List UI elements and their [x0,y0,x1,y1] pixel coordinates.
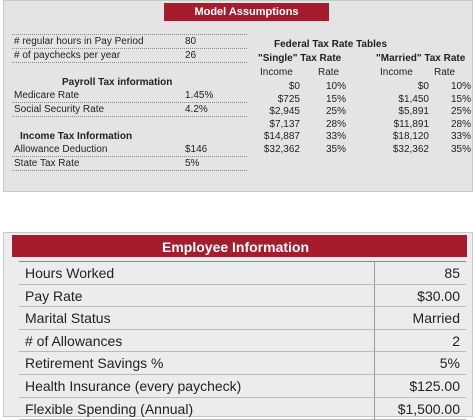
married-income-cell[interactable]: $5,891 [398,106,429,117]
single-rate-cell[interactable]: 33% [325,131,346,142]
payroll-header-row: Payroll Tax information [12,76,247,89]
married-income-cell[interactable]: $32,362 [392,143,429,155]
assumption-row[interactable]: # regular hours in Pay Period 80 [12,35,247,49]
assumption-row[interactable]: State Tax Rate 5% [12,157,247,171]
assumption-label: Allowance Deduction [14,144,108,155]
married-income-cell[interactable]: $11,891 [393,118,429,130]
married-rate-cell[interactable]: 28% [450,118,471,130]
single-rate-cell[interactable]: 28% [325,118,346,130]
single-income-cell[interactable]: $2,945 [269,106,300,117]
employee-info-row[interactable]: # of Allowances 2 [19,330,466,353]
employee-info-value[interactable]: 85 [444,265,460,281]
assumption-label: State Tax Rate [14,158,80,169]
married-income-header: Income [380,67,413,78]
assumption-spacer [12,117,247,130]
assumption-value[interactable]: 80 [185,36,197,47]
assumption-value[interactable]: 5% [185,158,200,169]
single-tax-caption: "Single" Tax Rate [258,53,342,64]
employee-info-label: Flexible Spending (Annual) [25,400,194,417]
single-rate-header: Rate [318,67,340,78]
single-rate-cell[interactable]: 15% [325,93,346,105]
married-tax-caption: "Married" Tax Rate [376,53,466,64]
employee-info-label: Retirement Savings % [25,355,164,372]
assumption-label: Medicare Rate [14,90,80,101]
employee-info-row[interactable]: Retirement Savings % 5% [19,352,466,375]
employee-info-row[interactable]: Health Insurance (every paycheck) $125.00 [19,375,466,398]
assumption-spacer [12,63,247,76]
employee-info-label: Pay Rate [25,287,83,304]
assumption-label: Social Security Rate [14,104,105,115]
married-rate-header: Rate [434,67,456,78]
assumption-row[interactable]: Social Security Rate 4.2% [12,103,247,117]
married-income-cell[interactable]: $1,450 [398,93,429,105]
married-rate-cell[interactable]: 33% [450,131,471,142]
single-income-cell[interactable]: $0 [288,81,300,92]
employee-info-row[interactable]: Pay Rate $30.00 [19,285,466,308]
assumption-row[interactable]: # of paychecks per year 26 [12,49,247,63]
employee-info-row[interactable]: Marital Status Married [19,307,466,330]
employee-info-label: Hours Worked [25,265,115,281]
assumption-row[interactable]: Allowance Deduction $146 [12,143,247,157]
model-assumptions-title: Model Assumptions [164,3,329,21]
employee-info-label: Health Insurance (every paycheck) [25,377,242,394]
married-income-cell[interactable]: $18,120 [392,131,429,142]
single-rate-cell[interactable]: 10% [325,81,346,92]
assumption-value[interactable]: 26 [185,50,197,61]
model-assumptions-panel: Model Assumptions # regular hours in Pay… [3,0,473,192]
column-divider [374,262,375,420]
assumptions-list: # regular hours in Pay Period 80 # of pa… [12,34,247,171]
employee-info-value[interactable]: Married [412,310,460,327]
federal-tax-title: Federal Tax Rate Tables [274,39,388,50]
payroll-tax-header: Payroll Tax information [62,77,173,88]
married-tax-table: "Married" Tax Rate Income Rate $0 10% $1,4… [376,53,471,173]
married-rate-cell[interactable]: 25% [450,106,471,117]
income-tax-header: Income Tax Information [20,131,133,142]
married-rate-cell[interactable]: 15% [450,93,471,105]
income-header-row: Income Tax Information [12,130,247,143]
assumption-value[interactable]: 4.2% [185,104,208,115]
single-income-cell[interactable]: $32,362 [263,143,300,155]
single-income-header: Income [260,67,293,78]
assumption-label: # of paychecks per year [14,50,121,61]
single-rate-cell[interactable]: 35% [325,143,346,155]
employee-information-title: Employee Information [12,235,467,257]
married-rate-cell[interactable]: 10% [450,81,471,92]
assumption-value[interactable]: 1.45% [185,90,214,101]
married-rate-cell[interactable]: 35% [450,143,471,155]
employee-info-row[interactable]: Hours Worked 85 [19,262,466,285]
employee-info-value[interactable]: $125.00 [409,377,460,394]
employee-info-value[interactable]: $30.00 [417,287,460,304]
single-income-cell[interactable]: $725 [277,93,300,105]
employee-information-panel: Employee Information Hours Worked 85 Pay R… [3,232,473,420]
married-income-cell[interactable]: $0 [417,81,429,92]
single-tax-table: "Single" Tax Rate Income Rate $0 10% $725 1… [258,53,368,173]
employee-info-value[interactable]: 2 [452,332,460,349]
assumption-row[interactable]: Medicare Rate 1.45% [12,89,247,103]
single-income-cell[interactable]: $14,887 [263,131,300,142]
employee-info-value[interactable]: 5% [439,355,460,372]
employee-info-table: Hours Worked 85 Pay Rate $30.00 Marital Stat… [19,261,466,420]
assumption-value[interactable]: $146 [185,144,208,155]
employee-info-label: # of Allowances [25,332,123,349]
single-rate-cell[interactable]: 25% [325,106,346,117]
employee-info-value[interactable]: $1,500.00 [397,400,460,417]
employee-info-label: Marital Status [25,310,111,327]
assumption-label: # regular hours in Pay Period [14,36,144,47]
single-income-cell[interactable]: $7,137 [269,118,300,130]
